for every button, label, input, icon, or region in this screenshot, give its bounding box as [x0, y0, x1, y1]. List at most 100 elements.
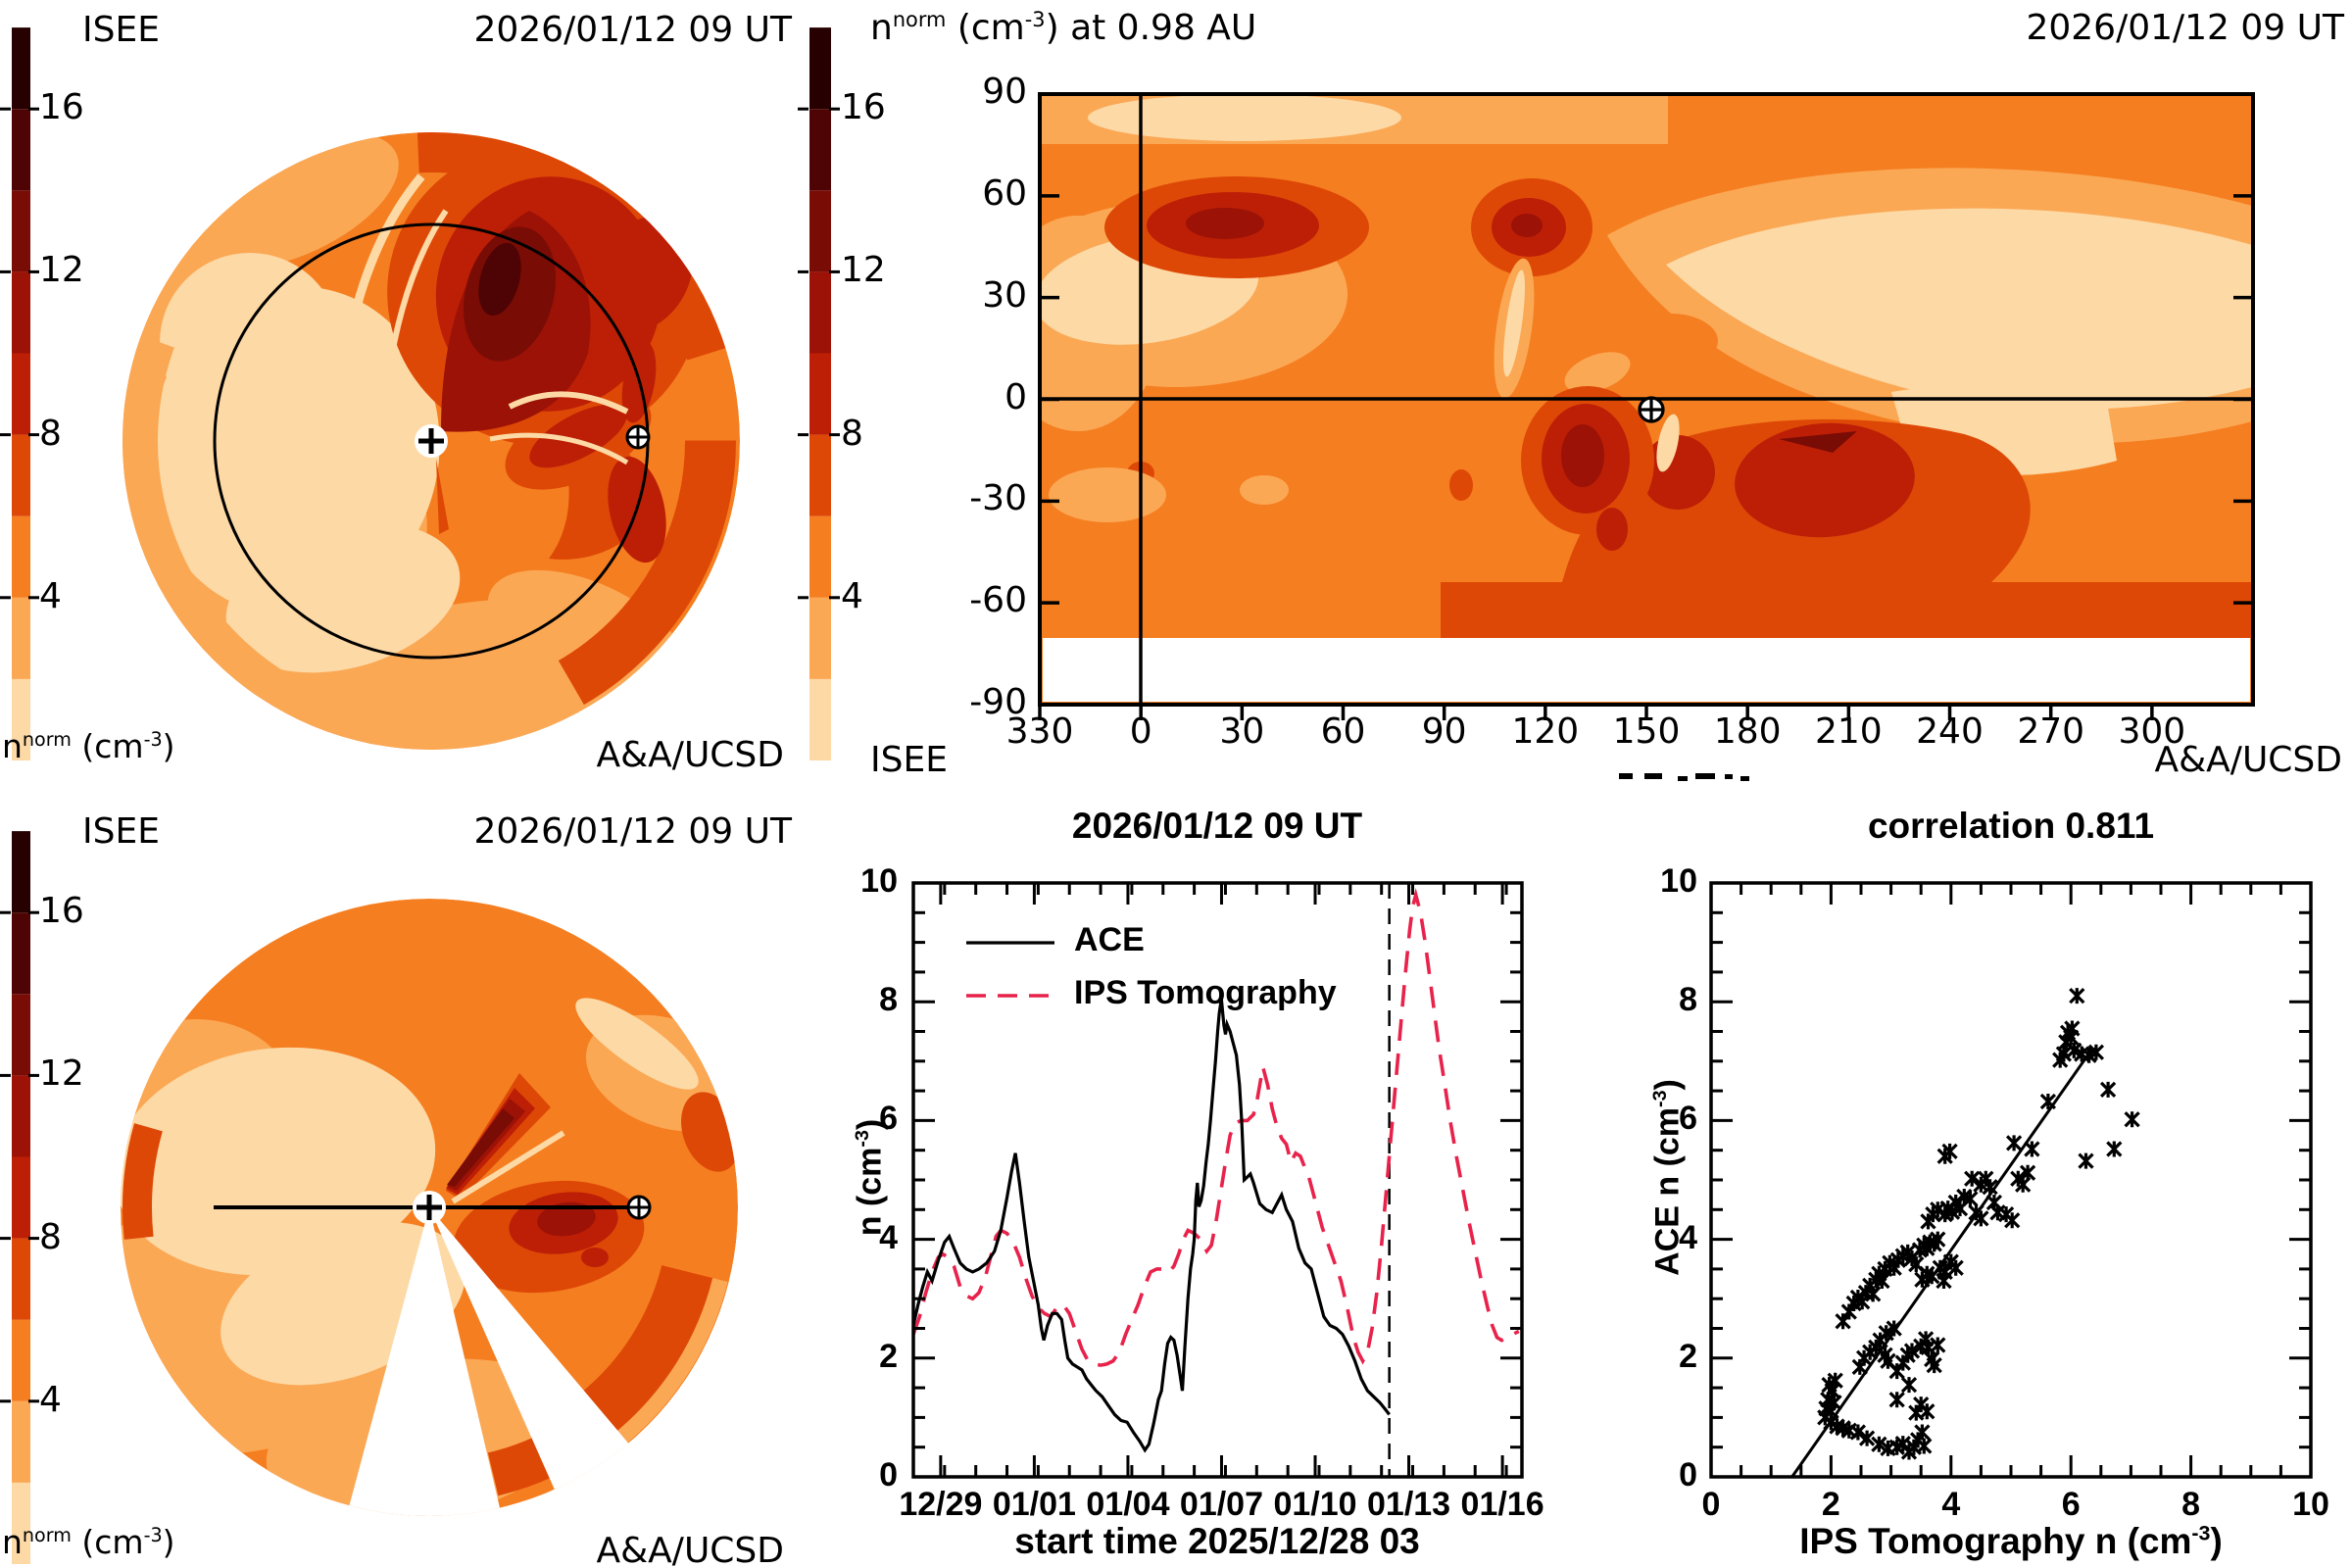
carrington-y-tick-label: 0 — [1004, 376, 1027, 417]
scatter-point — [1903, 1343, 1921, 1359]
meridional-colorbar-tick-label: 4 — [39, 1379, 62, 1420]
carrington-contour-map — [1038, 92, 2255, 781]
carrington-colorbar-tick-label: 12 — [841, 250, 886, 291]
scatter-y-tick-label: 10 — [1660, 862, 1697, 900]
carrington-colorbar-tick-label: 4 — [841, 575, 863, 616]
earth-symbol-icon — [625, 424, 651, 450]
timeseries-x-tick-label: 12/29 — [899, 1486, 983, 1523]
scatter-point — [1982, 1179, 1998, 1196]
scatter-point — [1827, 1372, 1843, 1389]
scatter-point — [1871, 1436, 1887, 1452]
carrington-y-tick-label: -60 — [969, 580, 1027, 621]
carrington-colorbar-tick-label: 8 — [841, 413, 863, 454]
timeseries-plot — [911, 881, 1524, 1479]
scatter-point — [1826, 1395, 1842, 1411]
timeseries-x-tick-label: 01/16 — [1460, 1486, 1544, 1523]
carrington-title: nnorm (cm-3) at 0.98 AU — [870, 8, 1257, 48]
ecliptic-datetime: 2026/01/12 09 UT — [473, 10, 792, 50]
data-gap-wedge-left — [327, 1207, 519, 1516]
ecliptic-colorbar-tick-label: 8 — [39, 413, 62, 454]
carrington-x-tick-label: 120 — [1511, 711, 1580, 752]
scatter-point — [1973, 1210, 1989, 1227]
scatter-point — [1941, 1143, 1958, 1160]
earth-symbol-icon — [1638, 396, 1665, 423]
carrington-source-label: ISEE — [870, 740, 948, 780]
carrington-x-tick-label: 240 — [1916, 711, 1984, 752]
carrington-datetime: 2026/01/12 09 UT — [2026, 8, 2344, 48]
carrington-x-tick-label: 180 — [1713, 711, 1782, 752]
scatter-point — [2099, 1081, 2117, 1099]
clipped-text-fragments — [1619, 773, 1749, 781]
ecliptic-colorbar-label: nnorm (cm-3) — [2, 727, 175, 765]
ips-tomography-line — [911, 888, 1520, 1367]
map-axes — [1038, 92, 2253, 720]
scatter-point — [2078, 1152, 2094, 1169]
scatter-point — [2069, 987, 2085, 1004]
timeseries-y-tick-label: 4 — [879, 1218, 898, 1256]
ecliptic-contour-map — [122, 132, 740, 750]
fit-line — [1790, 1048, 2093, 1478]
scatter-y-tick-label: 4 — [1679, 1218, 1697, 1256]
scatter-point — [1865, 1286, 1882, 1302]
timeseries-y-tick-label: 8 — [879, 981, 898, 1019]
carrington-colorbar-tick-label: 16 — [841, 87, 886, 128]
scatter-x-tick-label: 4 — [1941, 1486, 1961, 1523]
scatter-point — [2019, 1164, 2036, 1181]
scatter-point — [1947, 1259, 1964, 1276]
scatter-x-tick-label: 10 — [2292, 1486, 2329, 1523]
sun-cross-icon — [415, 424, 448, 458]
scatter-y-tick-label: 0 — [1679, 1456, 1697, 1494]
scatter-y-axis-label: ACE n (cm-3) — [1648, 1079, 1687, 1276]
scatter-point — [2055, 1046, 2073, 1062]
carrington-x-tick-label: 210 — [1815, 711, 1883, 752]
scatter-point — [2106, 1141, 2123, 1157]
meridional-source-label: ISEE — [82, 811, 160, 852]
scatter-plot — [1709, 881, 2313, 1479]
timeseries-x-tick-label: 01/07 — [1179, 1486, 1264, 1523]
ecliptic-source-label: ISEE — [82, 10, 160, 50]
scatter-point — [1930, 1337, 1946, 1353]
timeseries-x-tick-label: 01/01 — [992, 1486, 1076, 1523]
ecliptic-colorbar-tick-label: 16 — [39, 87, 84, 128]
scatter-point — [2039, 1093, 2057, 1110]
timeseries-x-tick-label: 01/04 — [1086, 1486, 1170, 1523]
polar-data-gap-band — [1043, 638, 2250, 702]
scatter-x-tick-label: 8 — [2181, 1486, 2201, 1523]
meridional-colorbar-tick-label: 16 — [39, 891, 84, 932]
carrington-x-tick-label: 150 — [1612, 711, 1681, 752]
scatter-point — [2024, 1141, 2040, 1157]
timeseries-x-axis-label: start time 2025/12/28 03 — [1014, 1521, 1420, 1561]
meridional-datetime: 2026/01/12 09 UT — [473, 811, 792, 852]
ace-line — [911, 998, 1391, 1453]
ecliptic-colorbar-tick-label: 12 — [39, 250, 84, 291]
meridional-colorbar-tick-label: 12 — [39, 1054, 84, 1095]
timeseries-y-tick-label: 6 — [879, 1100, 898, 1138]
scatter-y-tick-label: 6 — [1679, 1100, 1697, 1138]
scatter-point — [1880, 1352, 1896, 1369]
carrington-x-tick-label: 60 — [1320, 711, 1366, 752]
scatter-x-tick-label: 2 — [1821, 1486, 1840, 1523]
meridional-colorbar-label: nnorm (cm-3) — [2, 1523, 175, 1561]
meridional-colorbar-tick-label: 8 — [39, 1216, 62, 1257]
scatter-point — [1919, 1403, 1936, 1420]
scatter-point — [1878, 1325, 1894, 1342]
timeseries-y-tick-label: 10 — [860, 862, 898, 900]
scatter-point — [1964, 1170, 1981, 1187]
carrington-y-tick-label: 90 — [982, 72, 1027, 112]
scatter-x-tick-label: 6 — [2061, 1486, 2081, 1523]
scatter-point — [1962, 1191, 1979, 1207]
scatter-point — [1900, 1376, 1918, 1394]
timeseries-title: 2026/01/12 09 UT — [1071, 806, 1363, 846]
carrington-x-tick-label: 90 — [1421, 711, 1467, 752]
scatter-point — [2064, 1020, 2081, 1037]
scatter-y-tick-label: 8 — [1679, 981, 1697, 1019]
scatter-title: correlation 0.811 — [1867, 806, 2155, 846]
scatter-point — [1914, 1424, 1931, 1441]
carrington-x-tick-label: 30 — [1219, 711, 1265, 752]
scatter-y-tick-label: 2 — [1679, 1337, 1697, 1375]
legend-label-ips: IPS Tomography — [1074, 974, 1337, 1011]
scatter-x-tick-label: 0 — [1701, 1486, 1721, 1523]
scatter-point — [1926, 1356, 1942, 1374]
carrington-y-tick-label: 30 — [982, 274, 1027, 316]
